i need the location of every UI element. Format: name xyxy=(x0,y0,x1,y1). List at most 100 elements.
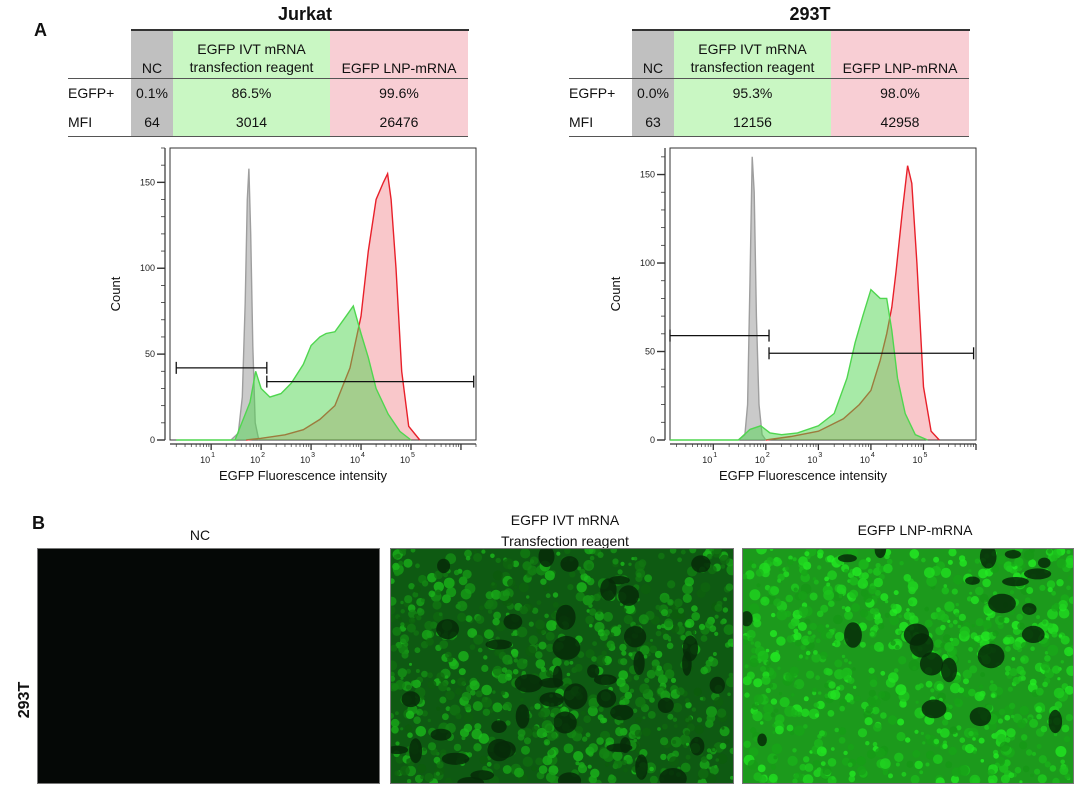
cell-blob xyxy=(502,765,512,774)
cell-blob xyxy=(806,670,815,679)
cell-blob xyxy=(753,736,759,742)
cell-blob xyxy=(660,737,669,746)
cell-blob xyxy=(491,589,501,600)
x-axis-label: EGFP Fluorescence intensity xyxy=(719,468,888,483)
cell-blob xyxy=(988,722,997,731)
cell-blob xyxy=(959,559,967,567)
cell-blob xyxy=(393,569,401,577)
cell-blob xyxy=(457,612,467,622)
jurkat-stats-table: NC EGFP IVT mRNA transfection reagent EG… xyxy=(68,31,468,137)
cell-blob xyxy=(798,606,809,617)
cell-value: 26476 xyxy=(330,108,468,136)
cell-blob xyxy=(786,635,795,643)
cell-blob xyxy=(535,619,545,630)
cell-blob xyxy=(427,672,433,679)
cell-blob xyxy=(813,738,824,749)
cell-blob xyxy=(872,741,878,747)
cell-blob xyxy=(619,643,627,652)
cell-blob xyxy=(773,656,778,661)
cell-blob xyxy=(854,695,861,702)
cell-blob xyxy=(487,609,493,614)
cell-blob xyxy=(766,661,771,666)
cell-blob xyxy=(1066,550,1071,554)
cell-blob xyxy=(809,592,818,601)
cell-blob xyxy=(621,759,627,765)
y-tick-label: 150 xyxy=(640,170,655,180)
cell-blob xyxy=(797,622,807,631)
cell-blob xyxy=(759,721,764,725)
cell-blob xyxy=(433,581,444,592)
cell-blob xyxy=(439,640,449,649)
cell-blob xyxy=(449,659,459,670)
cell-blob xyxy=(397,668,407,678)
cell-blob xyxy=(651,659,660,668)
cell-blob xyxy=(691,605,698,612)
cell-blob xyxy=(934,609,946,621)
cell-blob xyxy=(1058,634,1063,638)
cell-blob xyxy=(727,692,731,697)
cell-blob xyxy=(392,562,400,571)
cell-blob xyxy=(707,565,717,575)
cell-blob xyxy=(414,647,421,654)
cell-blob xyxy=(481,684,492,696)
cell-blob xyxy=(395,741,400,746)
cell-blob xyxy=(824,682,830,689)
cell-blob xyxy=(684,698,690,703)
cell-blob xyxy=(450,679,456,684)
dark-void xyxy=(903,623,929,646)
col-header-lnp: EGFP LNP-mRNA xyxy=(330,31,468,78)
col-header-nc: NC xyxy=(632,31,674,78)
x-tick-exponent: 2 xyxy=(766,452,770,459)
cell-blob xyxy=(884,599,889,604)
cell-blob xyxy=(403,558,413,568)
micrograph-ivt xyxy=(390,548,734,784)
cell-blob xyxy=(807,630,812,635)
series-area-0 xyxy=(738,156,766,441)
cell-blob xyxy=(545,643,555,653)
cell-blob xyxy=(512,560,520,568)
cell-blob xyxy=(799,763,807,771)
cell-blob xyxy=(484,629,494,640)
cell-blob xyxy=(577,651,585,658)
cell-blob xyxy=(773,755,778,760)
cell-blob xyxy=(428,590,436,598)
cell-blob xyxy=(787,559,794,566)
cell-blob xyxy=(1060,635,1070,645)
cell-blob xyxy=(838,737,846,744)
cell-blob xyxy=(816,700,825,710)
cell-blob xyxy=(982,619,992,630)
cell-blob xyxy=(872,608,880,615)
cell-blob xyxy=(770,586,780,596)
cell-blob xyxy=(770,698,778,705)
cell-blob xyxy=(792,557,797,562)
cell-blob xyxy=(1061,724,1070,733)
cell-blob xyxy=(700,635,708,642)
dark-void xyxy=(553,711,577,734)
cell-blob xyxy=(680,549,686,555)
micro-title-ivt: EGFP IVT mRNA Transfection reagent xyxy=(501,512,629,549)
cell-blob xyxy=(1023,550,1035,561)
cell-blob xyxy=(421,629,432,640)
cell-blob xyxy=(918,683,924,689)
cell-blob xyxy=(421,598,425,603)
cell-blob xyxy=(827,570,837,581)
cell-blob xyxy=(800,644,806,651)
cell-value: 86.5% xyxy=(173,78,330,108)
cell-blob xyxy=(970,596,979,605)
dark-void xyxy=(988,593,1016,614)
dark-void xyxy=(391,745,409,754)
cell-blob xyxy=(903,574,912,582)
cell-blob xyxy=(1006,728,1016,738)
cell-blob xyxy=(657,674,668,685)
cell-blob xyxy=(728,672,733,678)
cell-blob xyxy=(1029,718,1039,728)
cell-blob xyxy=(777,578,782,583)
cell-blob xyxy=(457,677,466,687)
cell-blob xyxy=(951,588,958,595)
cell-blob xyxy=(446,687,451,692)
cell-blob xyxy=(497,673,508,684)
cell-blob xyxy=(594,611,605,621)
cell-blob xyxy=(503,701,512,711)
cell-blob xyxy=(794,679,805,690)
